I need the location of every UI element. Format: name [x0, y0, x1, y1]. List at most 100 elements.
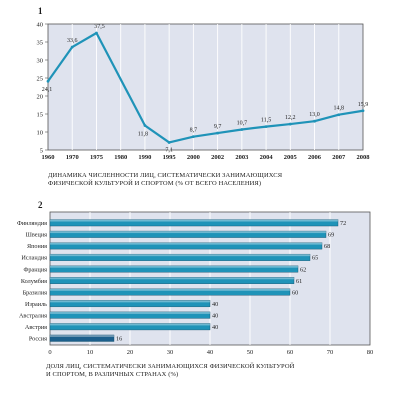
x-tick-label: 80: [367, 349, 374, 356]
x-tick-label: 2008: [357, 154, 371, 161]
bar: [49, 219, 339, 227]
bar-highlight: [50, 334, 114, 337]
data-label: 40: [212, 324, 218, 331]
x-tick-label: 2004: [260, 154, 274, 161]
x-tick-label: 70: [327, 349, 334, 356]
y-tick-label: 5: [40, 148, 43, 155]
bar: [49, 277, 295, 284]
x-tick-label: 50: [247, 349, 254, 356]
plot-area: [47, 23, 364, 151]
y-tick-label: 10: [37, 130, 44, 137]
data-point: [95, 31, 98, 35]
data-point: [46, 79, 50, 83]
x-tick-label: 2007: [332, 154, 346, 161]
figure-1-number: 1: [38, 6, 43, 16]
data-label: 12,2: [285, 115, 296, 121]
x-tick-label: 2000: [187, 154, 200, 161]
bar-highlight: [50, 265, 298, 268]
bar-highlight: [50, 277, 294, 280]
y-tick-label: 20: [37, 94, 44, 101]
bar-highlight: [50, 242, 322, 245]
data-label: 9,7: [214, 124, 222, 130]
data-point: [264, 125, 268, 128]
category-label: Исландия: [21, 255, 47, 262]
data-label: 69: [328, 232, 334, 239]
bar-highlight: [50, 288, 290, 291]
figure-2-caption: ДОЛЯ ЛИЦ, СИСТЕМАТИЧЕСКИ ЗАНИМАЮЩИХСЯ ФИ…: [46, 363, 295, 378]
x-tick-label: 2006: [308, 154, 322, 161]
bar-highlight: [50, 300, 210, 303]
data-point: [216, 131, 220, 135]
data-label: 16: [116, 336, 122, 343]
x-tick-label: 20: [127, 349, 134, 356]
y-tick-label: 40: [37, 22, 44, 29]
data-label: 68: [324, 243, 330, 250]
data-label: 62: [300, 266, 306, 273]
bar: [49, 230, 327, 238]
category-label: Бразилия: [23, 289, 48, 296]
y-tick-label: 35: [37, 40, 44, 47]
data-point: [167, 141, 171, 144]
category-label: Франция: [23, 266, 47, 273]
category-label: Австралия: [19, 312, 47, 319]
bar: [49, 311, 211, 319]
data-point: [70, 45, 74, 49]
y-tick-label: 30: [37, 58, 44, 65]
bar: [49, 253, 311, 261]
data-label: 11,8: [138, 132, 148, 138]
data-label: 14,8: [334, 106, 345, 112]
x-tick-label: 1975: [90, 154, 104, 161]
x-tick-label: 10: [87, 349, 94, 356]
bar: [49, 300, 211, 308]
data-point: [313, 119, 316, 123]
data-label: 65: [312, 255, 318, 262]
data-label: 11,5: [261, 118, 271, 124]
data-point: [240, 128, 244, 131]
category-label: Колумбия: [21, 278, 47, 285]
bar: [49, 288, 291, 296]
x-tick-label: 2005: [284, 154, 298, 161]
data-label: 72: [340, 220, 346, 227]
category-label: Швеция: [26, 232, 47, 239]
x-tick-label: 2003: [235, 154, 249, 161]
data-label: 13,0: [309, 112, 320, 118]
x-tick-label: 1990: [138, 154, 151, 161]
data-label: 10,7: [237, 120, 248, 126]
data-label: 40: [212, 301, 218, 308]
bar: [49, 334, 115, 342]
bar-highlight: [50, 323, 210, 326]
data-label: 37,5: [94, 24, 105, 30]
bar-highlight: [50, 219, 338, 222]
x-tick-label: 40: [207, 349, 214, 356]
data-label: 60: [292, 289, 298, 296]
data-label: 24,1: [42, 87, 53, 93]
figure-1-caption: ДИНАМИКА ЧИСЛЕННОСТИ ЛИЦ, СИСТЕМАТИЧЕСКИ…: [48, 172, 283, 187]
x-tick-label: 1980: [114, 154, 127, 161]
data-point: [361, 109, 365, 113]
x-tick-label: 1960: [42, 154, 55, 161]
data-label: 33,6: [67, 38, 78, 44]
category-label: Финляндия: [17, 220, 47, 227]
x-tick-label: 2002: [211, 154, 224, 161]
y-tick-label: 25: [37, 76, 44, 83]
x-tick-label: 0: [48, 349, 51, 356]
x-tick-label: 60: [287, 349, 294, 356]
data-point: [143, 124, 147, 127]
y-tick-label: 15: [37, 112, 44, 119]
x-tick-label: 30: [167, 349, 174, 356]
data-label: 61: [296, 278, 302, 285]
bar-highlight: [50, 254, 310, 257]
bar-highlight: [50, 311, 210, 314]
category-label: Израиль: [25, 301, 47, 308]
data-label: 40: [212, 312, 218, 319]
data-label: 7,1: [165, 147, 173, 153]
data-point: [337, 113, 341, 117]
figure-2-number: 2: [38, 200, 43, 210]
bar: [49, 323, 211, 331]
data-label: 15,9: [358, 102, 369, 108]
x-tick-label: 1970: [66, 154, 79, 161]
category-label: Россия: [29, 336, 47, 343]
data-point: [288, 122, 292, 126]
